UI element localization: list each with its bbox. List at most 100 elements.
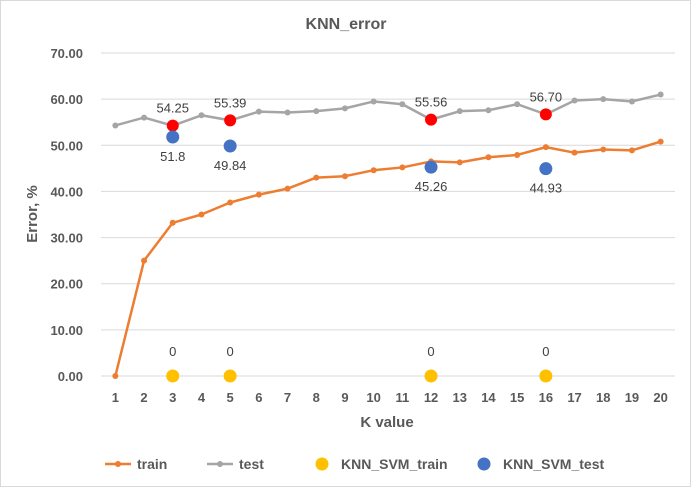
data-point-train — [542, 144, 549, 151]
legend: train test KNN_SVM_train KNN_SVM_test — [105, 456, 604, 472]
data-label-test: 55.56 — [415, 95, 448, 110]
data-point-test — [657, 91, 664, 98]
x-tick-label: 4 — [198, 390, 206, 405]
data-point-KNN_SVM_train — [166, 369, 180, 383]
y-tick-label: 10.00 — [50, 323, 83, 338]
data-point-test — [112, 122, 119, 129]
y-tick-label: 0.00 — [58, 369, 83, 384]
legend-swatch-marker — [477, 457, 491, 471]
data-point-train — [456, 159, 463, 166]
data-label-test: 56.70 — [530, 89, 563, 104]
data-point-test — [141, 114, 148, 121]
legend-label: KNN_SVM_train — [341, 456, 448, 472]
data-point-KNN_SVM_train — [223, 369, 237, 383]
data-point-KNN_SVM_test — [166, 130, 180, 144]
legend-label: train — [137, 456, 167, 472]
data-point-test — [313, 108, 320, 115]
y-tick-label: 20.00 — [50, 277, 83, 292]
data-point-test — [571, 97, 578, 104]
data-point-train — [657, 138, 664, 145]
x-tick-label: 12 — [424, 390, 438, 405]
data-label-KNN_SVM_train: 0 — [227, 344, 234, 359]
data-point-test — [370, 98, 377, 105]
legend-label: test — [239, 456, 264, 472]
data-label-test: 55.39 — [214, 95, 247, 110]
data-point-KNN_SVM_test — [424, 160, 438, 174]
chart-title: KNN_error — [306, 16, 387, 33]
y-tick-label: 30.00 — [50, 231, 83, 246]
data-point-train — [284, 185, 291, 192]
data-point-test — [514, 101, 521, 108]
gridlines — [101, 52, 675, 377]
y-tick-label: 40.00 — [50, 184, 83, 199]
data-point-KNN_SVM_train — [424, 369, 438, 383]
data-point-test — [284, 109, 291, 116]
data-point-train — [198, 211, 205, 218]
highlight-point-test — [425, 113, 438, 126]
data-label-KNN_SVM_test: 49.84 — [214, 158, 247, 173]
data-point-test — [456, 108, 463, 115]
highlight-point-test — [539, 108, 552, 121]
data-point-train — [399, 164, 406, 171]
legend-item-test: test — [207, 456, 264, 472]
series-line-test — [115, 93, 661, 127]
data-point-test — [255, 108, 262, 115]
x-tick-label: 19 — [625, 390, 639, 405]
x-tick-label: 17 — [567, 390, 581, 405]
series-layer — [112, 91, 664, 383]
x-tick-label: 15 — [510, 390, 524, 405]
data-point-test — [399, 101, 406, 108]
x-tick-label: 10 — [366, 390, 380, 405]
data-label-KNN_SVM_train: 0 — [169, 344, 176, 359]
x-tick-label: 8 — [313, 390, 320, 405]
highlight-point-test — [166, 119, 179, 132]
x-axis-title: K value — [360, 414, 413, 431]
data-point-train — [485, 154, 492, 161]
x-tick-label: 1 — [112, 390, 119, 405]
y-axis-title: Error, % — [24, 185, 41, 243]
data-label-KNN_SVM_train: 0 — [427, 344, 434, 359]
data-point-test — [198, 112, 205, 119]
data-point-train — [169, 219, 176, 226]
y-tick-label: 60.00 — [50, 92, 83, 107]
data-point-train — [313, 174, 320, 181]
y-tick-label: 70.00 — [50, 46, 83, 61]
x-tick-label: 13 — [453, 390, 467, 405]
data-point-train — [112, 373, 119, 379]
data-point-train — [341, 173, 348, 180]
data-point-train — [227, 199, 234, 206]
data-label-KNN_SVM_test: 51.8 — [160, 149, 185, 164]
data-label-KNN_SVM_test: 44.93 — [530, 181, 563, 196]
data-label-KNN_SVM_test: 45.26 — [415, 179, 448, 194]
data-label-test: 54.25 — [156, 101, 189, 116]
data-labels: 54.25 55.39 55.56 56.70 0 0 0 0 51.8 49.84 45.26 44… — [156, 89, 562, 359]
x-tick-label: 20 — [653, 390, 667, 405]
data-point-train — [370, 167, 377, 174]
x-tick-label: 7 — [284, 390, 291, 405]
highlight-point-test — [224, 114, 237, 127]
y-tick-label: 50.00 — [50, 138, 83, 153]
legend-swatch-marker — [315, 457, 329, 471]
data-point-KNN_SVM_test — [223, 139, 237, 153]
data-point-train — [600, 146, 607, 153]
data-point-test — [485, 107, 492, 114]
legend-item-KNN_SVM_train: KNN_SVM_train — [315, 456, 448, 472]
x-axis-ticks: 1 2 3 4 5 6 7 8 9 10 11 12 13 14 15 16 17 18 19 20 — [112, 390, 668, 405]
legend-swatch-marker — [115, 461, 121, 467]
legend-item-train: train — [105, 456, 167, 472]
data-point-KNN_SVM_train — [539, 369, 553, 383]
data-label-KNN_SVM_train: 0 — [542, 344, 549, 359]
x-tick-label: 5 — [227, 390, 234, 405]
x-tick-label: 18 — [596, 390, 610, 405]
legend-item-KNN_SVM_test: KNN_SVM_test — [477, 456, 604, 472]
data-point-train — [514, 151, 521, 158]
x-tick-label: 14 — [481, 390, 496, 405]
x-tick-label: 16 — [539, 390, 553, 405]
data-point-KNN_SVM_test — [539, 162, 553, 176]
x-tick-label: 11 — [395, 390, 409, 405]
x-tick-label: 6 — [255, 390, 262, 405]
data-point-train — [628, 147, 635, 154]
legend-swatch-marker — [217, 461, 223, 467]
